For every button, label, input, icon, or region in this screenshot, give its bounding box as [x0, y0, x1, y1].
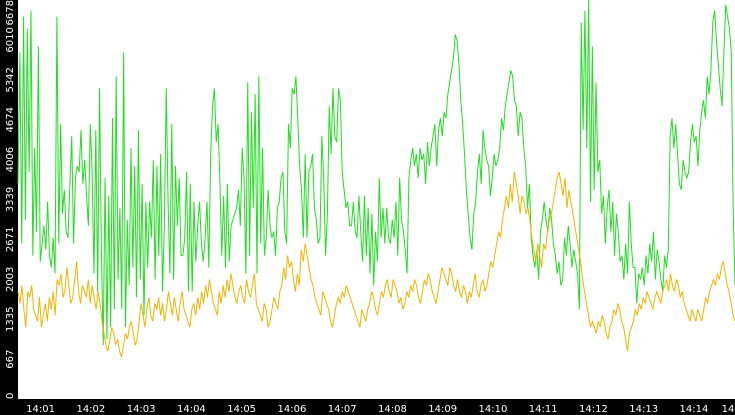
x-tick-label: 14:09 [428, 404, 457, 415]
x-tick-label: 14 [722, 404, 735, 415]
y-tick-label: 6010 [5, 27, 16, 52]
y-tick-label: 6678 [5, 0, 16, 25]
x-tick-label: 14:11 [529, 404, 558, 415]
y-tick-label: 1335 [5, 307, 16, 332]
x-tick-label: 14:12 [579, 404, 608, 415]
x-tick-label: 14:07 [328, 404, 357, 415]
x-tick-label: 14:04 [177, 404, 206, 415]
y-tick-label: 667 [5, 350, 16, 369]
y-tick-label: 4674 [5, 107, 16, 132]
x-tick-label: 14:06 [277, 404, 306, 415]
y-axis-ticks: 0 667 1335 2003 2671 3339 4006 4674 5342 6010 6678 [5, 0, 16, 399]
x-tick-label: 14:01 [26, 404, 55, 415]
x-tick-label: 14:05 [227, 404, 256, 415]
y-tick-label: 2671 [5, 227, 16, 252]
y-tick-label: 2003 [5, 267, 16, 292]
x-tick-label: 14:08 [378, 404, 407, 415]
y-tick-label: 5342 [5, 67, 16, 92]
x-tick-label: 14:13 [629, 404, 658, 415]
series-line-1 [17, 0, 735, 346]
y-tick-label: 4006 [5, 147, 16, 172]
plot-area [18, 0, 735, 399]
series-layer [17, 0, 735, 358]
x-tick-label: 14:10 [479, 404, 508, 415]
x-axis-ticks: 14:01 14:02 14:03 14:04 14:05 14:06 14:07 14:08… [26, 404, 734, 415]
x-tick-label: 14:14 [680, 404, 709, 415]
series-line-2 [17, 171, 735, 358]
y-tick-label: 3339 [5, 187, 16, 212]
y-tick-label: 0 [5, 393, 16, 399]
x-tick-label: 14:02 [76, 404, 105, 415]
x-tick-label: 14:03 [127, 404, 156, 415]
